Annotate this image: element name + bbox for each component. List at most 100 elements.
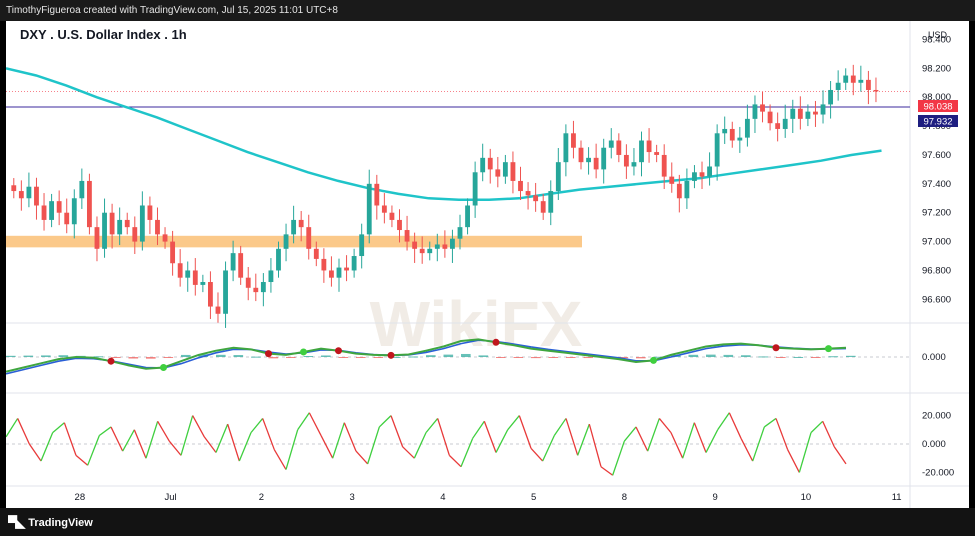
- osc-segment: [250, 418, 264, 434]
- osc-segment: [600, 466, 614, 476]
- x-tick-label: 10: [801, 492, 812, 503]
- candle-body: [336, 267, 342, 278]
- credit-text: TimothyFigueroa created with TradingView…: [6, 5, 338, 16]
- candle-body: [79, 180, 85, 199]
- macd-histogram-bar: [478, 355, 489, 357]
- osc-segment: [507, 415, 520, 431]
- candle-body: [245, 277, 251, 288]
- macd-histogram-bar: [776, 357, 786, 358]
- tradingview-logo[interactable]: ▀◣ TradingView: [8, 515, 93, 531]
- candle-body: [397, 219, 402, 231]
- candle-body: [714, 133, 720, 167]
- osc-segment: [5, 418, 19, 438]
- osc-segment: [262, 418, 275, 450]
- candle-body: [828, 89, 834, 105]
- candle-body: [465, 205, 470, 228]
- candle-body: [11, 185, 17, 192]
- macd-histogram-bar: [531, 357, 541, 359]
- candle-body: [782, 118, 788, 129]
- macd-histogram-bar: [181, 354, 191, 357]
- candle-body: [359, 234, 365, 257]
- osc-segment: [63, 422, 77, 456]
- osc-segment: [355, 450, 369, 465]
- candle-body: [147, 205, 153, 220]
- candle-body: [434, 244, 440, 249]
- level-price-label: 97.932: [923, 117, 952, 128]
- macd-histogram-bar: [216, 354, 226, 357]
- chart-svg[interactable]: WikiFX 98.40098.20098.00097.80097.60097.…: [5, 21, 969, 508]
- candle-body: [457, 227, 463, 239]
- osc-segment: [810, 420, 824, 434]
- candle-body: [291, 219, 297, 235]
- candle-body: [389, 212, 395, 220]
- macd-histogram-bar: [356, 357, 366, 358]
- osc-segment: [798, 432, 812, 473]
- macd-line: [5, 338, 847, 373]
- candle-body: [873, 89, 879, 92]
- osc-segment: [588, 423, 602, 467]
- osc-segment: [402, 446, 415, 459]
- last-price-bg: [918, 100, 958, 112]
- osc-segment: [542, 435, 555, 462]
- candle-body: [419, 248, 425, 254]
- candle-body: [155, 219, 160, 235]
- candle-body: [767, 111, 773, 124]
- candle-body: [744, 118, 750, 138]
- macd-cross-dot: [335, 347, 342, 355]
- osc-segment: [145, 421, 159, 459]
- osc-segment: [157, 420, 170, 442]
- osc-segment: [87, 435, 100, 466]
- macd-histogram-bar: [758, 356, 769, 358]
- candle-body: [502, 162, 508, 177]
- macd-signal-line: [5, 339, 847, 375]
- credit-bar: TimothyFigueroa created with TradingView…: [0, 0, 975, 21]
- candle-body: [26, 186, 32, 199]
- candle-body: [132, 227, 138, 242]
- candle-body: [18, 191, 24, 199]
- macd-histogram-bar: [321, 355, 331, 357]
- osc-segment: [378, 415, 392, 428]
- macd-histogram-bar: [828, 356, 839, 358]
- macd-histogram-bar: [846, 355, 856, 357]
- osc-segment: [787, 449, 800, 473]
- candle-body: [321, 258, 327, 271]
- osc-segment: [623, 426, 637, 442]
- osc-segment: [308, 412, 322, 436]
- moving-average-line: [5, 67, 882, 201]
- osc-segment: [495, 429, 509, 453]
- macd-histogram-bar: [58, 355, 69, 357]
- macd-histogram-bar: [6, 355, 16, 357]
- candle-body: [71, 198, 77, 225]
- candle-body: [109, 212, 115, 235]
- candle-body: [510, 162, 516, 181]
- macd-histogram-bar: [303, 356, 314, 358]
- chart-area[interactable]: WikiFX 98.40098.20098.00097.80097.60097.…: [5, 21, 969, 508]
- candle-body: [276, 248, 281, 271]
- osc-segment: [518, 415, 532, 449]
- macd-histogram-bar: [618, 357, 629, 359]
- x-tick-label: 3: [349, 492, 354, 503]
- osc-segment: [763, 417, 777, 428]
- macd-histogram-bar: [111, 357, 121, 358]
- x-tick-label: Jul: [165, 492, 177, 503]
- candle-body: [94, 227, 100, 249]
- candle-body: [177, 263, 183, 278]
- level-price-bg: [918, 115, 958, 127]
- candle-body: [124, 219, 130, 228]
- osc-segment: [203, 436, 217, 453]
- candle-body: [208, 282, 213, 307]
- candle-body: [578, 147, 584, 163]
- osc-segment: [693, 422, 707, 453]
- candle-body: [329, 270, 334, 278]
- macd-histogram-bar: [636, 357, 646, 359]
- osc-segment: [647, 418, 660, 452]
- osc-segment: [635, 426, 649, 452]
- macd-histogram-bar: [461, 353, 471, 357]
- osc-segment: [705, 429, 719, 453]
- candle-body: [563, 133, 569, 163]
- x-tick-label: 8: [622, 492, 627, 503]
- x-tick-label: 28: [75, 492, 86, 503]
- macd-cross-dot: [300, 348, 307, 356]
- macd-histogram-bar: [426, 355, 436, 357]
- candle-body: [623, 154, 629, 167]
